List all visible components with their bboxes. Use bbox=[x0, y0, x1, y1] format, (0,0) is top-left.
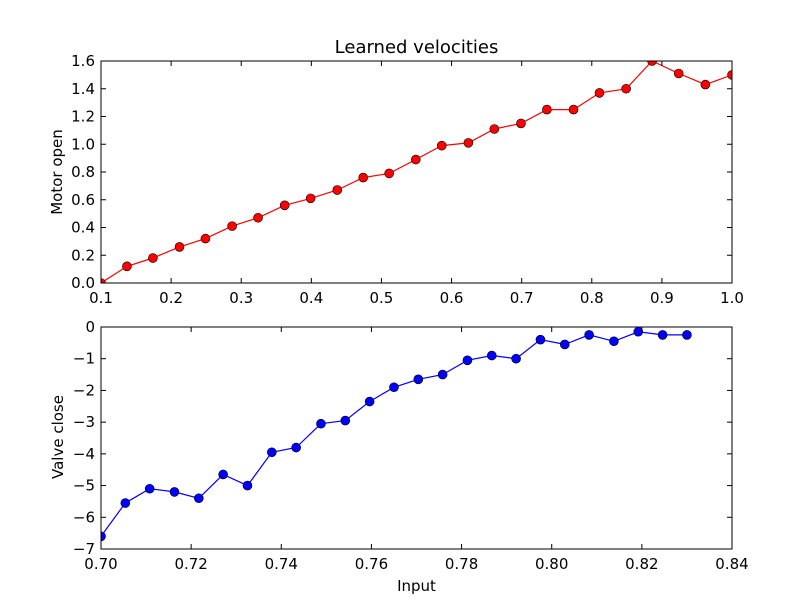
data-point bbox=[462, 355, 473, 366]
data-point bbox=[413, 374, 424, 385]
y-tick-label: −7 bbox=[73, 540, 95, 558]
data-point bbox=[305, 193, 316, 204]
data-point bbox=[148, 253, 158, 263]
y-tick-label: 0 bbox=[85, 318, 95, 336]
y-tick-label: −3 bbox=[73, 413, 95, 431]
plot-frame bbox=[100, 326, 733, 550]
y-axis-label: Valve close bbox=[49, 395, 67, 479]
x-tick-label: 0.5 bbox=[370, 289, 394, 307]
data-point bbox=[364, 396, 375, 407]
chart-title: Learned velocities bbox=[335, 37, 499, 58]
data-point bbox=[384, 168, 394, 179]
y-tick-label: 1.6 bbox=[71, 52, 95, 70]
x-tick-label: 0.84 bbox=[715, 555, 748, 573]
data-point bbox=[594, 88, 605, 98]
data-point bbox=[389, 382, 399, 393]
data-point bbox=[657, 330, 668, 340]
x-tick-label: 0.8 bbox=[580, 289, 604, 307]
data-point bbox=[242, 480, 253, 491]
data-point bbox=[463, 138, 474, 148]
series-group bbox=[101, 61, 732, 283]
data-point bbox=[621, 83, 631, 94]
y-tick-label: 0.8 bbox=[71, 163, 95, 181]
data-point bbox=[584, 330, 594, 340]
data-point bbox=[200, 233, 211, 244]
y-axis-label: Motor open bbox=[48, 129, 66, 215]
data-point bbox=[101, 278, 106, 283]
data-point bbox=[673, 68, 684, 79]
x-tick-label: 0.70 bbox=[84, 555, 117, 573]
series-group bbox=[101, 327, 692, 542]
data-point bbox=[122, 261, 132, 272]
data-point bbox=[682, 330, 692, 340]
y-tick-group: 0.0 0.2 0.4 0.6 0.8 1.0 1.2 1.4 1.6 bbox=[71, 52, 732, 292]
data-point bbox=[291, 442, 301, 453]
data-point bbox=[535, 334, 546, 345]
data-point bbox=[727, 70, 732, 80]
x-tick-label: 0.7 bbox=[510, 289, 534, 307]
y-tick-label: −4 bbox=[73, 445, 95, 463]
x-axis-label: Input bbox=[397, 577, 436, 595]
x-tick-label: 0.3 bbox=[229, 289, 253, 307]
x-tick-label: 0.74 bbox=[265, 555, 298, 573]
y-tick-label: −2 bbox=[73, 381, 95, 399]
x-tick-label: 0.82 bbox=[625, 555, 658, 573]
data-point bbox=[568, 104, 579, 115]
data-point bbox=[169, 487, 180, 497]
data-point bbox=[267, 447, 277, 458]
x-tick-label: 0.4 bbox=[299, 289, 323, 307]
data-point bbox=[358, 172, 369, 183]
y-tick-label: 1.4 bbox=[71, 80, 95, 98]
x-tick-label: 0.78 bbox=[445, 555, 478, 573]
x-tick-label: 0.2 bbox=[159, 289, 183, 307]
x-tick-group: 0.70 0.72 0.74 0.76 0.78 0.80 0.82 0.84 bbox=[84, 327, 749, 573]
y-tick-label: −5 bbox=[73, 477, 95, 495]
data-point bbox=[120, 498, 131, 508]
x-tick-group: 0.1 0.2 0.3 0.4 0.5 0.6 0.7 0.8 0.9 1.0 bbox=[89, 61, 744, 307]
data-point bbox=[253, 212, 263, 223]
data-point bbox=[410, 154, 421, 165]
data-point bbox=[218, 469, 228, 480]
data-point bbox=[489, 124, 500, 134]
data-point bbox=[647, 61, 657, 66]
data-point bbox=[316, 418, 326, 429]
data-point bbox=[194, 493, 204, 504]
data-point bbox=[542, 104, 552, 115]
y-tick-label: 1.2 bbox=[71, 108, 95, 126]
x-tick-label: 0.6 bbox=[440, 289, 464, 307]
y-tick-label: 1.0 bbox=[71, 135, 95, 153]
y-tick-label: 0.4 bbox=[71, 219, 95, 237]
data-point bbox=[436, 140, 447, 151]
y-tick-label: −6 bbox=[73, 508, 95, 526]
x-tick-label: 0.9 bbox=[650, 289, 674, 307]
x-tick-label: 0.1 bbox=[89, 289, 113, 307]
y-tick-label: 0.2 bbox=[71, 246, 95, 264]
data-point bbox=[340, 415, 351, 426]
y-tick-label: −1 bbox=[73, 350, 95, 368]
data-point bbox=[101, 531, 106, 542]
data-point bbox=[279, 200, 290, 211]
data-point bbox=[700, 79, 711, 90]
x-tick-label: 0.80 bbox=[535, 555, 568, 573]
data-point bbox=[516, 118, 526, 129]
y-tick-label: 0.0 bbox=[71, 274, 95, 292]
y-tick-group: −7 −6 −5 −4 −3 −2 −1 0 bbox=[73, 318, 732, 558]
x-tick-label: 0.76 bbox=[355, 555, 388, 573]
x-tick-label: 1.0 bbox=[720, 289, 744, 307]
data-point bbox=[332, 185, 343, 195]
data-point bbox=[511, 353, 521, 364]
motor-open-subplot: Learned velocities Motor open 0.1 0.2 0.3 0… bbox=[48, 37, 744, 307]
valve-close-subplot: Input Valve close 0.70 0.72 0.74 0.76 0.78 0.… bbox=[49, 318, 749, 595]
data-point bbox=[486, 350, 497, 361]
x-tick-label: 0.72 bbox=[174, 555, 207, 573]
data-point bbox=[437, 369, 448, 380]
data-point bbox=[227, 221, 237, 231]
data-point bbox=[559, 339, 570, 350]
y-tick-label: 0.6 bbox=[71, 191, 95, 209]
data-point bbox=[144, 483, 155, 494]
data-point bbox=[609, 336, 619, 347]
data-point bbox=[174, 242, 185, 252]
